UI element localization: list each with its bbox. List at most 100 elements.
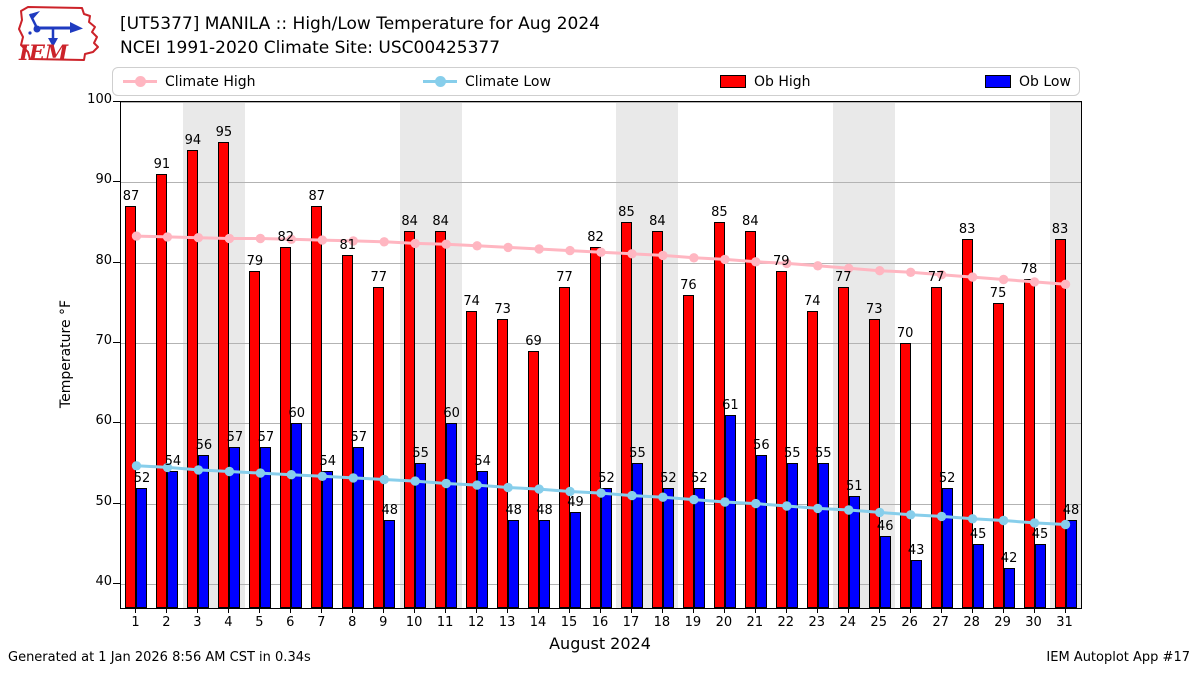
x-tick-mark: [569, 609, 571, 613]
y-tick-label-50: 50: [95, 493, 112, 509]
climate-low-marker: [782, 501, 792, 511]
climate-low-marker: [689, 494, 699, 505]
ob-low-value-label: 57: [226, 430, 244, 446]
climate-low-marker: [936, 511, 947, 522]
x-tick-mark: [878, 609, 880, 613]
ob-high-bar-day-12: [466, 310, 478, 608]
x-tick-label-23: 23: [808, 615, 826, 630]
x-tick-mark: [507, 609, 509, 613]
climate-high-marker: [317, 235, 327, 245]
ob-high-value-label: 77: [927, 269, 945, 285]
iem-logo: IEM: [18, 6, 99, 65]
y-tick-mark: [113, 261, 120, 263]
x-tick-label-11: 11: [436, 615, 454, 630]
x-tick-mark: [476, 609, 478, 613]
y-tick-mark: [113, 422, 120, 424]
climate-low-marker: [503, 482, 513, 493]
x-tick-label-12: 12: [467, 615, 485, 630]
x-tick-mark: [1002, 609, 1004, 613]
ob-low-value-label: 52: [133, 470, 151, 486]
x-tick-mark: [971, 609, 973, 613]
climate-low-marker: [813, 503, 823, 514]
climate-low-marker: [596, 488, 606, 498]
ob-low-legend-swatch: [985, 75, 1011, 88]
climate-low-marker: [441, 478, 451, 489]
ob-high-bar-day-17: [620, 222, 632, 608]
climate-low-marker: [255, 468, 266, 478]
ob-low-bar-day-15: [570, 511, 582, 608]
x-tick-label-18: 18: [653, 615, 671, 630]
autoplot-app-credit: IEM Autoplot App #17: [1046, 650, 1190, 665]
x-tick-mark: [661, 609, 663, 613]
ob-low-bar-day-24: [848, 495, 860, 608]
ob-low-bar-day-21: [755, 455, 767, 608]
ob-low-value-label: 54: [164, 454, 182, 470]
ob-high-bar-day-15: [559, 286, 571, 608]
y-tick-label-60: 60: [95, 413, 112, 429]
ob-high-bar-day-24: [837, 286, 849, 608]
ob-low-bar-day-16: [601, 487, 612, 608]
ob-high-bar-day-22: [775, 270, 787, 608]
iem-logo-text: IEM: [18, 40, 69, 65]
ob-low-bar-day-6: [291, 423, 303, 608]
climate-high-marker: [751, 257, 761, 267]
ob-high-value-label: 70: [896, 325, 914, 341]
x-tick-label-10: 10: [405, 615, 423, 630]
ob-high-legend-label: Ob High: [754, 73, 811, 90]
ob-high-bar-day-5: [249, 270, 261, 608]
ob-low-bar-day-29: [1003, 567, 1015, 608]
climate-low-marker-dot: [435, 76, 446, 87]
ob-high-bar-day-7: [311, 206, 323, 608]
y-tick-mark: [113, 341, 120, 343]
ob-high-value-label: 69: [525, 333, 542, 349]
ob-low-bar-day-2: [167, 471, 179, 608]
ob-high-value-label: 87: [308, 189, 326, 205]
ob-high-value-label: 75: [989, 285, 1007, 301]
ob-low-value-label: 42: [1000, 550, 1018, 566]
climate-low-marker: [998, 515, 1009, 526]
ob-high-bar-day-11: [435, 230, 447, 608]
ob-low-bar-day-8: [353, 447, 365, 608]
ob-high-value-label: 84: [649, 213, 666, 229]
climate-high-marker: [224, 233, 235, 244]
y-tick-label-40: 40: [95, 573, 112, 589]
ob-low-value-label: 48: [505, 502, 522, 518]
ob-high-value-label: 73: [494, 301, 511, 317]
climate-high-marker: [998, 274, 1009, 285]
ob-low-bar-day-10: [415, 463, 427, 608]
x-tick-label-8: 8: [348, 615, 357, 630]
ob-high-value-label: 83: [1051, 221, 1069, 237]
climate-high-marker: [596, 247, 606, 257]
x-tick-mark: [445, 609, 447, 613]
climate-low-marker: [317, 471, 327, 481]
x-tick-mark: [692, 609, 694, 613]
climate-low-marker: [534, 484, 544, 494]
climate-high-marker: [565, 245, 575, 256]
x-tick-label-24: 24: [839, 615, 857, 630]
ob-low-value-label: 61: [722, 398, 739, 414]
x-tick-label-28: 28: [963, 615, 980, 630]
ob-low-bar-day-9: [384, 519, 396, 608]
x-tick-label-27: 27: [932, 615, 949, 630]
ob-high-value-label: 84: [401, 213, 418, 229]
climate-low-marker: [627, 490, 637, 501]
ob-high-value-label: 85: [618, 205, 635, 221]
ob-low-value-label: 56: [753, 438, 770, 454]
x-tick-mark: [166, 609, 168, 613]
x-tick-label-6: 6: [286, 615, 295, 630]
climate-high-marker: [720, 254, 730, 265]
ob-low-bar-day-26: [910, 559, 922, 608]
ob-low-bar-day-4: [229, 447, 241, 608]
x-tick-label-21: 21: [746, 615, 764, 630]
ob-high-value-label: 95: [215, 125, 233, 141]
ob-low-value-label: 54: [474, 454, 491, 470]
y-tick-mark: [113, 502, 120, 504]
x-tick-label-3: 3: [193, 615, 202, 630]
ob-high-value-label: 77: [556, 269, 573, 285]
ob-low-bar-day-23: [817, 463, 829, 608]
ob-low-value-label: 45: [969, 526, 987, 542]
climate-high-marker: [658, 250, 668, 261]
climate-high-marker: [875, 266, 885, 276]
ob-high-value-label: 82: [587, 229, 604, 245]
ob-low-value-label: 55: [412, 446, 429, 462]
